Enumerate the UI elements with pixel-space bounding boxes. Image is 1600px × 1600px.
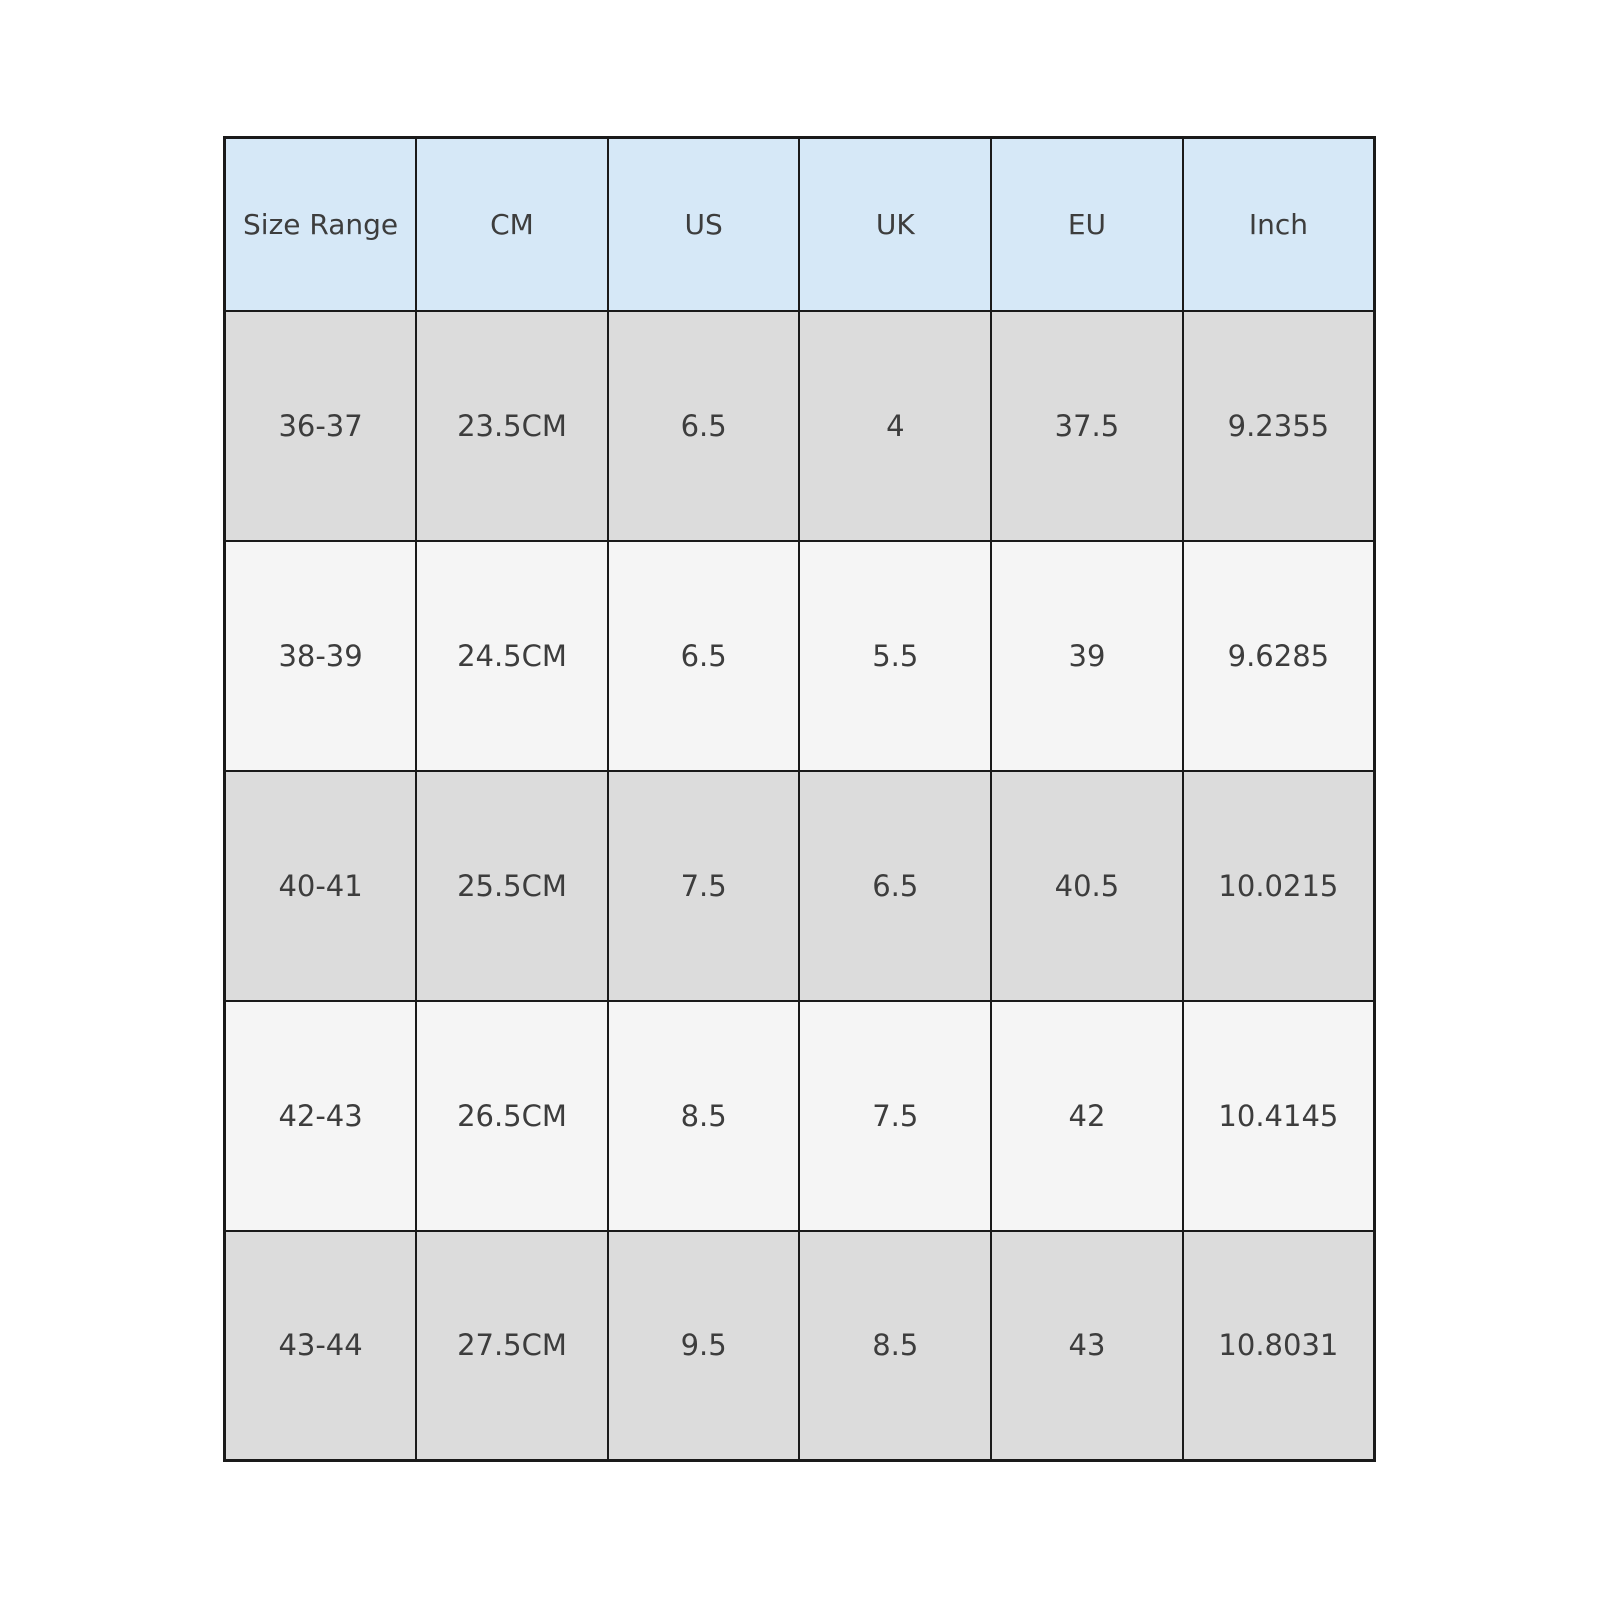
table-cell: 39 — [990, 539, 1184, 772]
header-cell-us: US — [606, 136, 801, 312]
table-cell: 27.5CM — [415, 1229, 609, 1462]
table-row: 40-41 25.5CM 7.5 6.5 40.5 10.0215 — [223, 769, 1376, 1002]
table-cell: 4 — [798, 309, 993, 542]
table-cell: 9.5 — [606, 1229, 801, 1462]
table-cell: 37.5 — [990, 309, 1184, 542]
size-conversion-table: Size Range CM US UK EU Inch 36-37 23.5CM… — [223, 136, 1376, 1462]
table-row: 38-39 24.5CM 6.5 5.5 39 9.6285 — [223, 539, 1376, 772]
table-cell: 40-41 — [223, 769, 418, 1002]
table-cell: 10.4145 — [1181, 999, 1376, 1232]
table-cell: 9.6285 — [1181, 539, 1376, 772]
table-cell: 25.5CM — [415, 769, 609, 1002]
header-cell-eu: EU — [990, 136, 1184, 312]
table-cell: 6.5 — [606, 539, 801, 772]
table-cell: 38-39 — [223, 539, 418, 772]
table-cell: 24.5CM — [415, 539, 609, 772]
table-cell: 8.5 — [798, 1229, 993, 1462]
table-cell: 10.8031 — [1181, 1229, 1376, 1462]
table-row: 36-37 23.5CM 6.5 4 37.5 9.2355 — [223, 309, 1376, 542]
table-body: 36-37 23.5CM 6.5 4 37.5 9.2355 38-39 24.… — [223, 309, 1376, 1462]
table-cell: 23.5CM — [415, 309, 609, 542]
table-cell: 36-37 — [223, 309, 418, 542]
table-cell: 43 — [990, 1229, 1184, 1462]
table-cell: 5.5 — [798, 539, 993, 772]
header-row: Size Range CM US UK EU Inch — [223, 136, 1376, 312]
table-header: Size Range CM US UK EU Inch — [223, 136, 1376, 312]
header-cell-uk: UK — [798, 136, 993, 312]
header-cell-inch: Inch — [1181, 136, 1376, 312]
table-cell: 40.5 — [990, 769, 1184, 1002]
table-cell: 42-43 — [223, 999, 418, 1232]
table-row: 43-44 27.5CM 9.5 8.5 43 10.8031 — [223, 1229, 1376, 1462]
table-cell: 7.5 — [798, 999, 993, 1232]
table-cell: 26.5CM — [415, 999, 609, 1232]
header-cell-size-range: Size Range — [223, 136, 418, 312]
table-cell: 9.2355 — [1181, 309, 1376, 542]
header-cell-cm: CM — [415, 136, 609, 312]
table-cell: 42 — [990, 999, 1184, 1232]
table-cell: 10.0215 — [1181, 769, 1376, 1002]
table-cell: 8.5 — [606, 999, 801, 1232]
table-cell: 6.5 — [606, 309, 801, 542]
table-cell: 43-44 — [223, 1229, 418, 1462]
table-cell: 7.5 — [606, 769, 801, 1002]
table-cell: 6.5 — [798, 769, 993, 1002]
table-row: 42-43 26.5CM 8.5 7.5 42 10.4145 — [223, 999, 1376, 1232]
